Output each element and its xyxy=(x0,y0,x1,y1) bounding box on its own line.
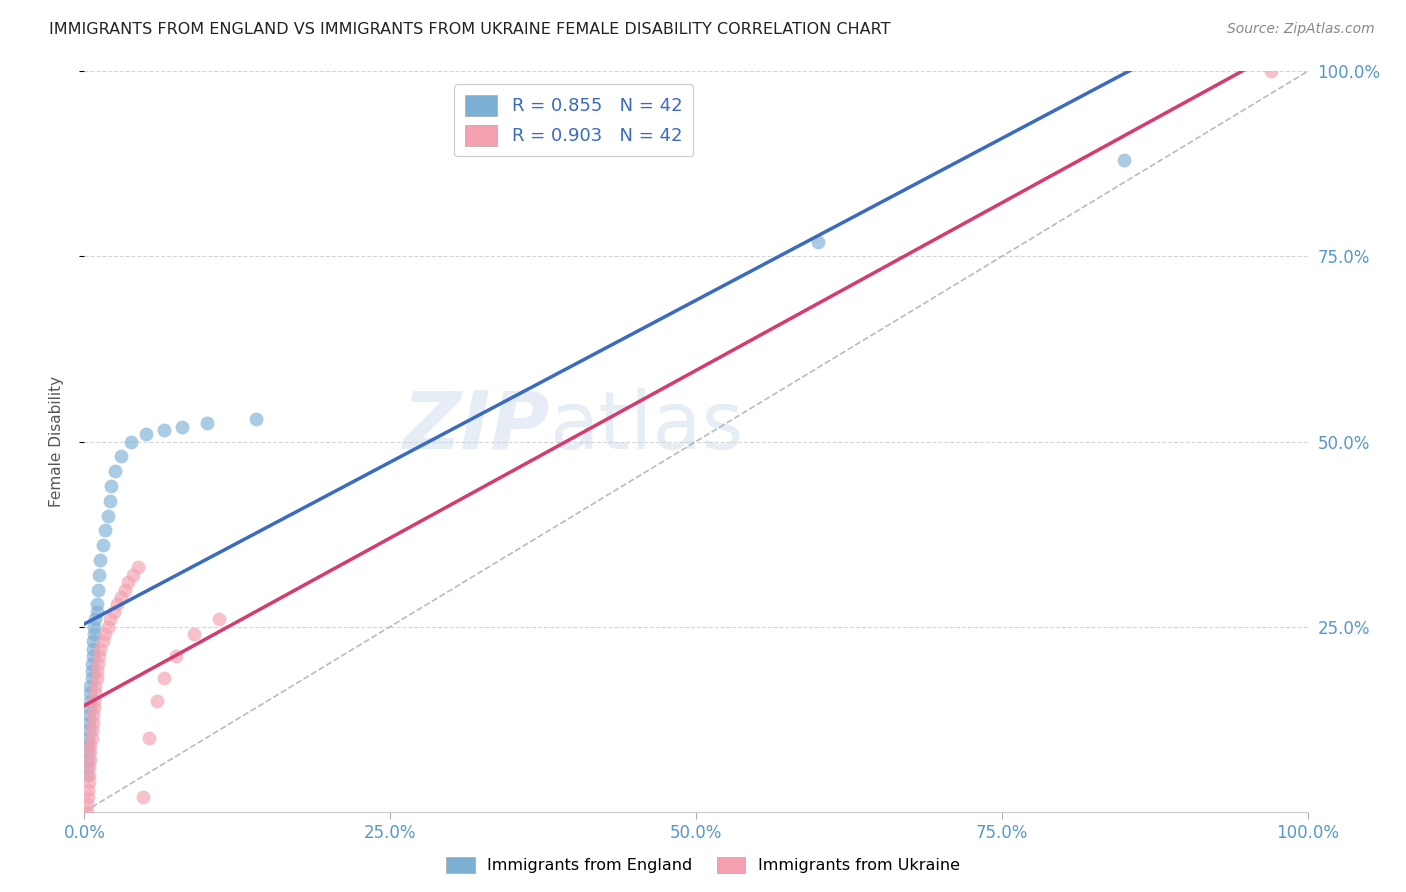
Point xyxy=(83,694,105,708)
Point xyxy=(82,708,104,723)
Text: atlas: atlas xyxy=(550,388,744,466)
Point xyxy=(165,649,187,664)
Point xyxy=(103,605,125,619)
Point xyxy=(104,464,127,478)
Point xyxy=(79,686,101,700)
Point xyxy=(77,789,100,804)
Point xyxy=(87,657,110,671)
Point xyxy=(80,672,103,686)
Point xyxy=(80,664,103,678)
Point xyxy=(208,612,231,626)
Point xyxy=(82,715,104,730)
Point xyxy=(77,731,100,745)
Point xyxy=(77,782,100,797)
Point xyxy=(77,723,100,738)
Point xyxy=(86,605,108,619)
Point xyxy=(97,619,120,633)
Y-axis label: Female Disability: Female Disability xyxy=(49,376,63,508)
Point xyxy=(195,416,218,430)
Point xyxy=(98,493,121,508)
Point xyxy=(1114,153,1136,168)
Point xyxy=(145,694,167,708)
Point xyxy=(98,612,121,626)
Text: ZIP: ZIP xyxy=(402,388,550,466)
Point xyxy=(110,590,132,604)
Point xyxy=(77,767,100,781)
Point xyxy=(80,657,103,671)
Point xyxy=(76,797,98,812)
Point xyxy=(114,582,136,597)
Point xyxy=(80,731,103,745)
Point xyxy=(1260,64,1282,78)
Point xyxy=(132,789,155,804)
Point xyxy=(91,634,114,648)
Text: Source: ZipAtlas.com: Source: ZipAtlas.com xyxy=(1227,22,1375,37)
Point xyxy=(100,479,122,493)
Point xyxy=(77,775,100,789)
Point xyxy=(91,538,114,552)
Point xyxy=(84,686,107,700)
Point xyxy=(105,598,128,612)
Point xyxy=(127,560,149,574)
Point xyxy=(84,612,107,626)
Point xyxy=(79,679,101,693)
Point xyxy=(76,805,98,819)
Legend: Immigrants from England, Immigrants from Ukraine: Immigrants from England, Immigrants from… xyxy=(440,850,966,880)
Point xyxy=(86,598,108,612)
Point xyxy=(79,701,101,715)
Point xyxy=(245,412,267,426)
Point xyxy=(94,524,117,538)
Point xyxy=(97,508,120,523)
Point xyxy=(83,701,105,715)
Point xyxy=(83,627,105,641)
Point xyxy=(77,738,100,752)
Point xyxy=(89,553,111,567)
Point xyxy=(82,634,104,648)
Point xyxy=(77,708,100,723)
Point xyxy=(83,619,105,633)
Point xyxy=(135,427,157,442)
Point xyxy=(110,450,132,464)
Point xyxy=(117,575,139,590)
Point xyxy=(79,746,101,760)
Point xyxy=(76,760,98,774)
Point xyxy=(87,567,110,582)
Point xyxy=(79,753,101,767)
Point xyxy=(77,760,100,774)
Point xyxy=(82,649,104,664)
Point xyxy=(87,649,110,664)
Point xyxy=(86,664,108,678)
Point xyxy=(77,746,100,760)
Point xyxy=(807,235,830,249)
Point xyxy=(138,731,160,745)
Point xyxy=(84,679,107,693)
Point xyxy=(172,419,194,434)
Point xyxy=(153,672,176,686)
Point xyxy=(120,434,142,449)
Point xyxy=(183,627,205,641)
Point xyxy=(122,567,145,582)
Point xyxy=(87,582,110,597)
Point xyxy=(79,694,101,708)
Text: IMMIGRANTS FROM ENGLAND VS IMMIGRANTS FROM UKRAINE FEMALE DISABILITY CORRELATION: IMMIGRANTS FROM ENGLAND VS IMMIGRANTS FR… xyxy=(49,22,891,37)
Point xyxy=(79,738,101,752)
Point xyxy=(77,753,100,767)
Point xyxy=(82,641,104,656)
Point xyxy=(153,424,176,438)
Legend: R = 0.855   N = 42, R = 0.903   N = 42: R = 0.855 N = 42, R = 0.903 N = 42 xyxy=(454,84,693,156)
Point xyxy=(77,715,100,730)
Point xyxy=(80,723,103,738)
Point xyxy=(89,641,111,656)
Point xyxy=(76,767,98,781)
Point xyxy=(94,627,117,641)
Point xyxy=(86,672,108,686)
